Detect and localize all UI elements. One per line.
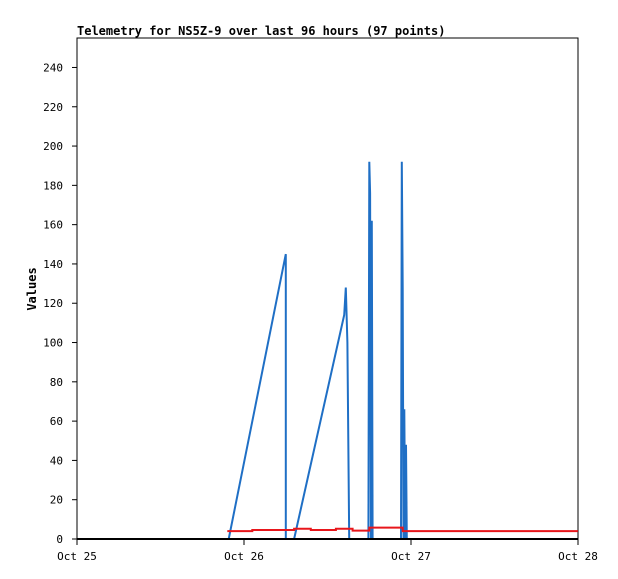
y-axis-label: Values	[25, 267, 39, 310]
chart-title: Telemetry for NS5Z-9 over last 96 hours …	[77, 24, 445, 38]
series-layer	[77, 161, 578, 540]
x-axis: Oct 25 Oct 26 Oct 27 Oct 28	[57, 539, 598, 563]
y-tick-label: 120	[43, 297, 63, 310]
x-tick-label: Oct 28	[558, 550, 598, 563]
y-tick-label: 80	[50, 376, 63, 389]
y-tick-label: 40	[50, 454, 63, 467]
y-tick-label: 60	[50, 415, 63, 428]
y-tick-label: 180	[43, 179, 63, 192]
x-tick-label: Oct 27	[391, 550, 431, 563]
series-line-1	[227, 526, 578, 533]
series-line-0	[227, 161, 408, 540]
y-tick-label: 200	[43, 140, 63, 153]
x-tick-label: Oct 26	[224, 550, 264, 563]
y-tick-label: 220	[43, 101, 63, 114]
y-tick-label: 20	[50, 494, 63, 507]
plot-area-frame	[76, 37, 579, 540]
x-tick-label: Oct 25	[57, 550, 97, 563]
y-tick-label: 240	[43, 61, 63, 74]
y-tick-label: 0	[56, 533, 63, 546]
y-tick-label: 140	[43, 258, 63, 271]
y-tick-label: 160	[43, 219, 63, 232]
y-tick-label: 100	[43, 337, 63, 350]
y-axis: 0 20 40 60 80 100 120 140 160 180 200 220 240	[43, 61, 77, 546]
